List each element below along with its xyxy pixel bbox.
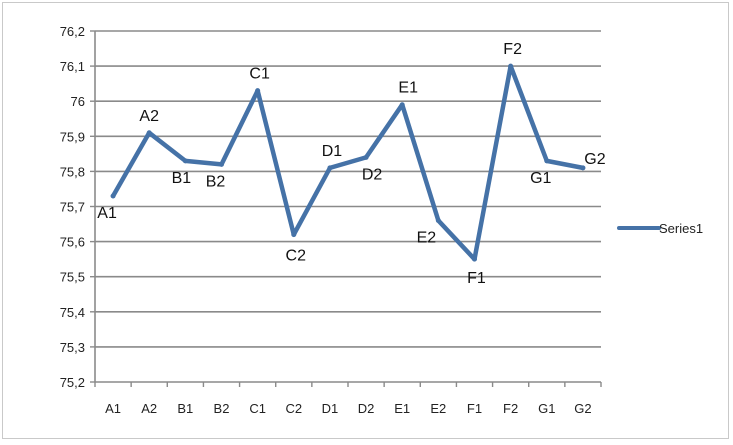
- data-point: [435, 218, 441, 224]
- point-label: F2: [503, 41, 522, 58]
- y-tick-label: 75,3: [60, 340, 85, 355]
- point-label: C1: [249, 66, 270, 83]
- x-tick-label: G1: [538, 401, 555, 416]
- data-point: [399, 102, 405, 108]
- x-tick-label: D1: [322, 401, 339, 416]
- x-tick-label: C1: [249, 401, 266, 416]
- x-axis-ticks: A1 A2 B1 B2 C1 C2 D1 D2 E1 E2 F1 F2 G1 G2: [94, 382, 602, 416]
- point-label: E1: [398, 80, 418, 97]
- chart-frame: 75,2 75,3 75,4 75,5 75,6 75,7 75,8 75,9 76 76,1 76…: [2, 2, 729, 439]
- point-label: G2: [584, 151, 605, 168]
- data-point: [580, 165, 586, 171]
- y-tick-label: 75,2: [60, 375, 85, 390]
- series-layer: [110, 63, 586, 262]
- series-line: [110, 63, 586, 262]
- data-point: [472, 256, 477, 262]
- x-tick-label: E2: [430, 401, 446, 416]
- y-tick-label: 76,1: [60, 59, 85, 74]
- data-point: [146, 130, 152, 136]
- point-label: B1: [172, 170, 192, 187]
- point-label: B2: [206, 173, 226, 190]
- gridlines: [94, 30, 601, 383]
- x-tick-label: B1: [177, 401, 193, 416]
- point-label: G1: [530, 170, 551, 187]
- y-tick-label: 76: [71, 94, 85, 109]
- line-chart: 75,2 75,3 75,4 75,5 75,6 75,7 75,8 75,9 76 76,1 76…: [60, 24, 703, 416]
- point-labels: A1 A2 B1 B2 C1 C2 D1 D2 E1 E2 F1 F2 G1 G2: [97, 41, 605, 287]
- y-tick-label: 75,7: [60, 200, 85, 215]
- x-tick-label: G2: [574, 401, 591, 416]
- data-point: [544, 158, 550, 164]
- legend-label: Series1: [659, 221, 703, 236]
- data-point: [219, 161, 224, 167]
- y-tick-label: 75,9: [60, 129, 85, 144]
- x-tick-label: F1: [467, 401, 482, 416]
- y-axis-ticks: 75,2 75,3 75,4 75,5 75,6 75,7 75,8 75,9 76 76,1 76…: [60, 24, 95, 390]
- data-point: [110, 193, 116, 199]
- point-label: C2: [286, 248, 307, 265]
- data-point: [508, 63, 514, 69]
- x-tick-label: C2: [285, 401, 302, 416]
- x-tick-label: D2: [358, 401, 375, 416]
- point-label: A2: [139, 108, 159, 125]
- data-point: [363, 154, 369, 160]
- x-tick-label: E1: [394, 401, 410, 416]
- x-tick-label: F2: [503, 401, 518, 416]
- legend: Series1: [617, 221, 703, 236]
- y-tick-label: 76,2: [60, 24, 85, 39]
- data-point: [291, 232, 297, 238]
- x-tick-label: B2: [214, 401, 230, 416]
- data-point: [255, 88, 261, 94]
- point-label: A1: [97, 205, 117, 222]
- data-point: [182, 158, 188, 164]
- y-tick-label: 75,5: [60, 270, 85, 285]
- x-tick-label: A1: [105, 401, 121, 416]
- point-label: E2: [417, 230, 437, 247]
- point-label: D1: [322, 143, 343, 160]
- point-label: F1: [467, 270, 486, 287]
- x-tick-label: A2: [141, 401, 157, 416]
- data-point: [327, 165, 333, 171]
- y-tick-label: 75,6: [60, 235, 85, 250]
- y-tick-label: 75,4: [60, 305, 85, 320]
- point-label: D2: [362, 166, 383, 183]
- y-tick-label: 75,8: [60, 164, 85, 179]
